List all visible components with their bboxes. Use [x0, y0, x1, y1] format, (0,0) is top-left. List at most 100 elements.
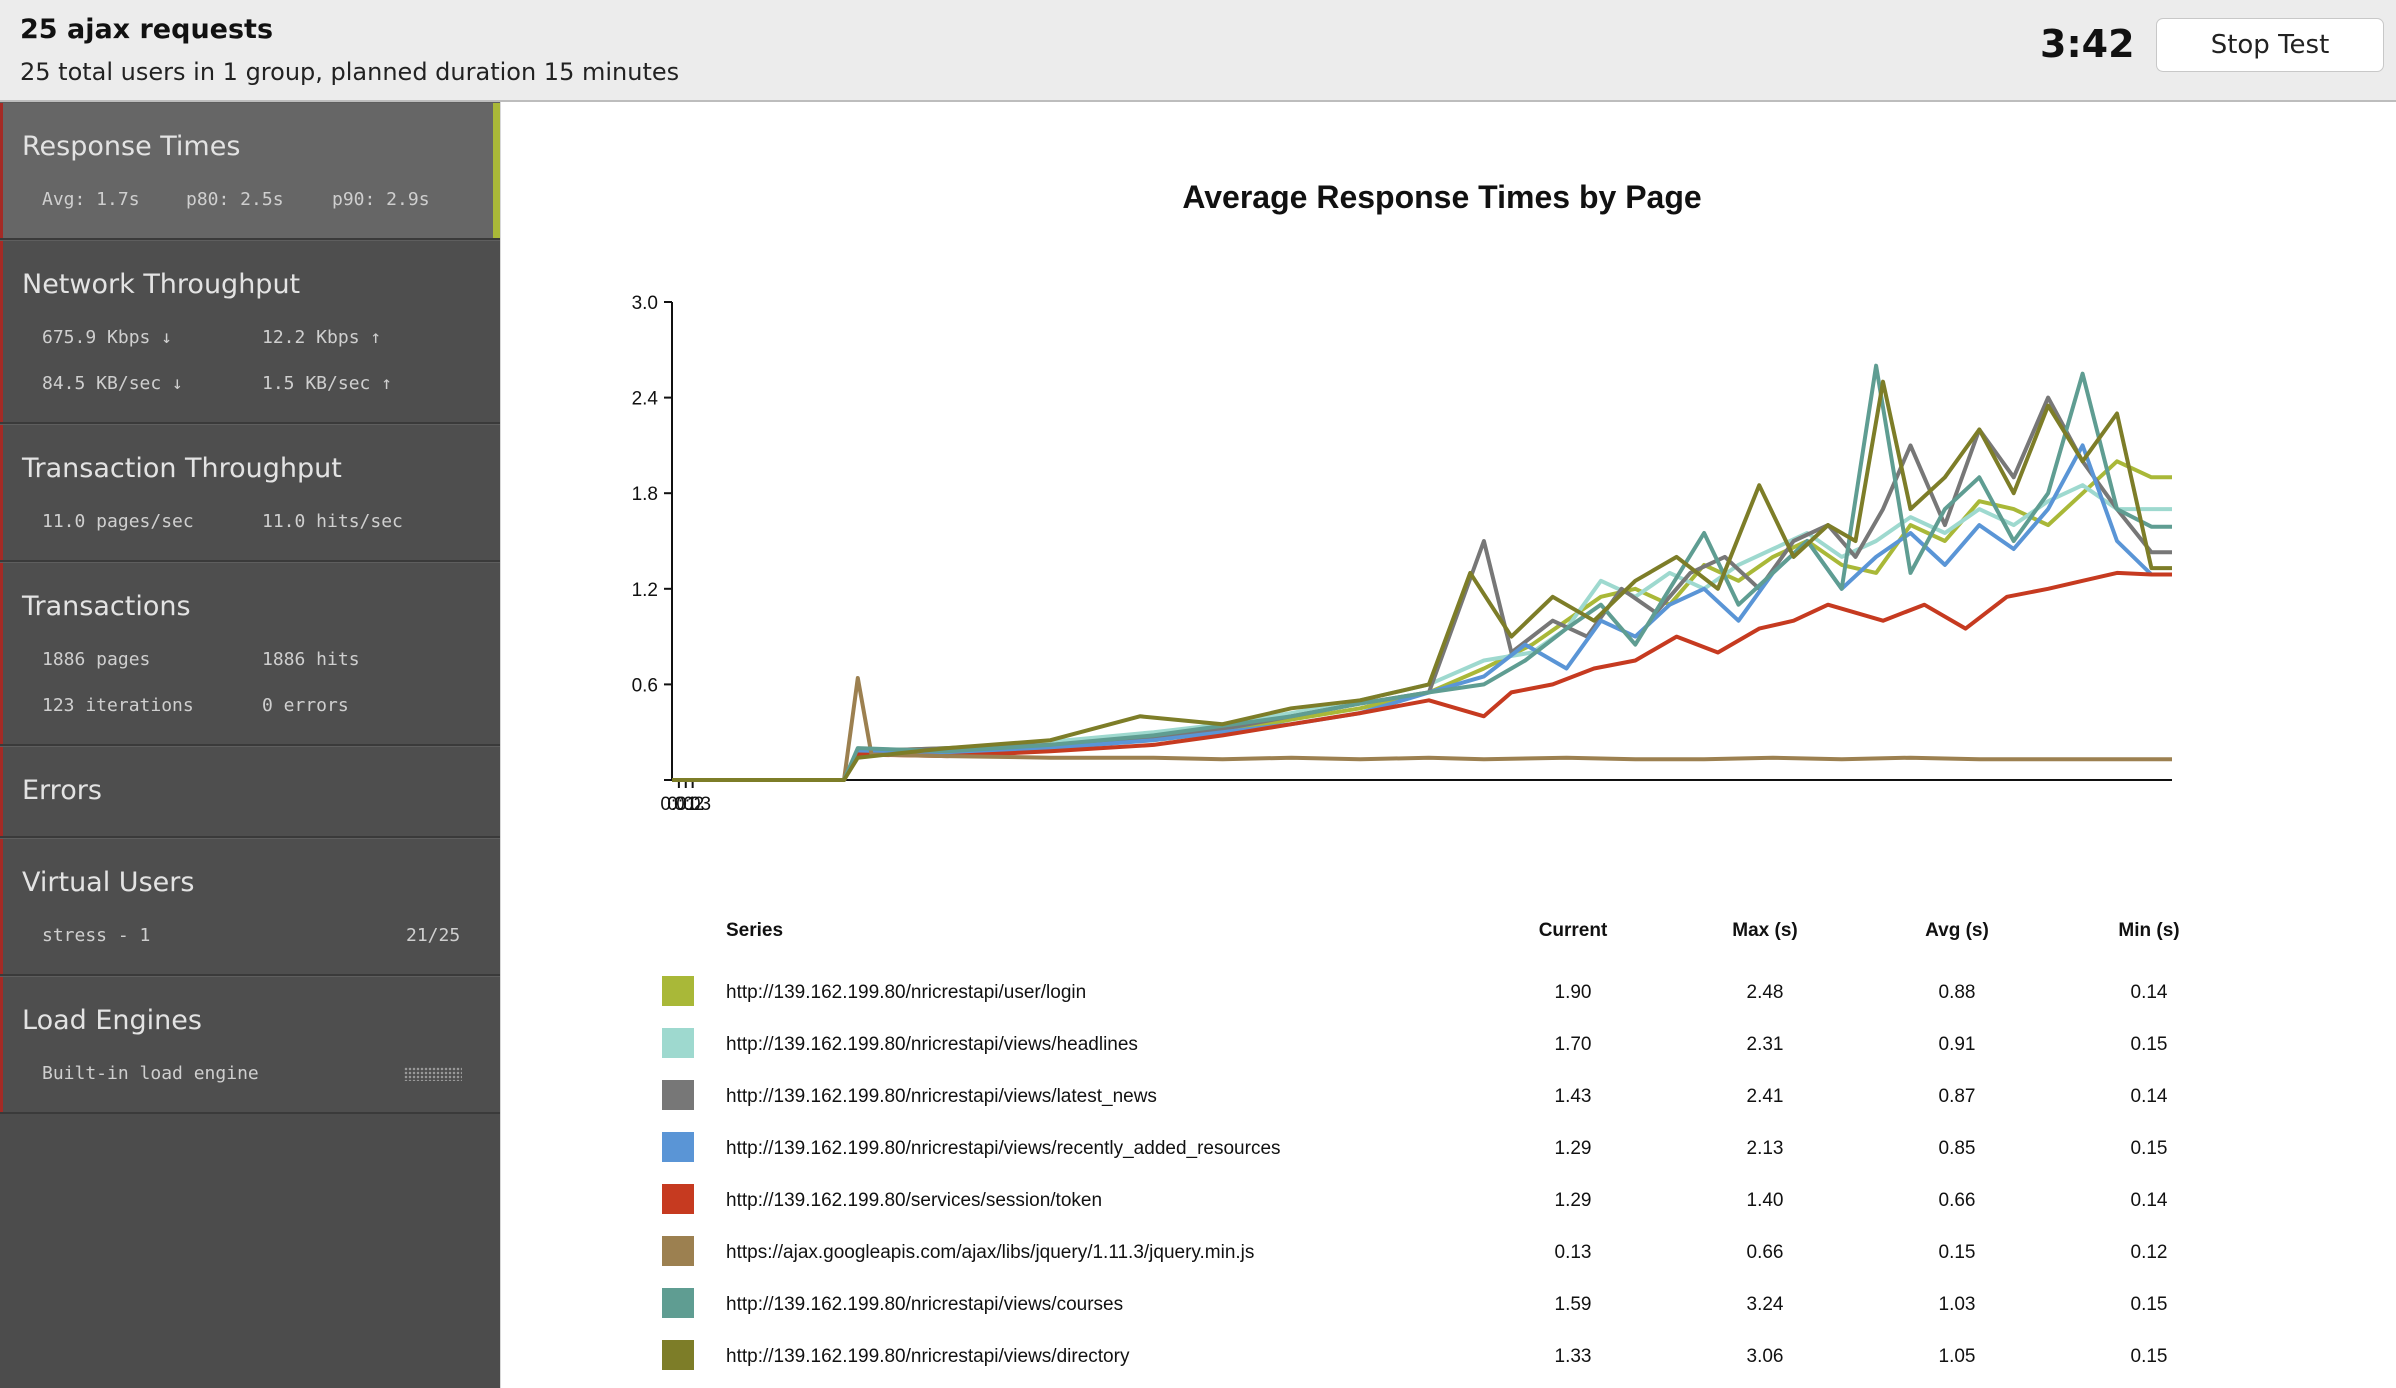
total-hits: 1886 hits — [262, 649, 360, 670]
series-max-value: 2.48 — [1746, 982, 1784, 1003]
series-avg-value: 0.15 — [1938, 1242, 1976, 1263]
stop-test-button[interactable]: Stop Test — [2156, 18, 2384, 72]
series-min-value: 0.14 — [2130, 982, 2168, 1003]
legend-row[interactable]: http://139.162.199.80/nricrestapi/views/… — [650, 1128, 2230, 1180]
series-current-value: 1.33 — [1554, 1346, 1592, 1367]
series-current-value: 0.13 — [1554, 1242, 1592, 1263]
avg-response-time: Avg: 1.7s — [42, 189, 140, 210]
y-tick-label: 2.4 — [632, 389, 659, 410]
section-title: Transactions — [22, 591, 191, 622]
series-line — [672, 395, 2172, 782]
p80-response-time: p80: 2.5s — [186, 189, 284, 210]
series-min-value: 0.15 — [2130, 1346, 2168, 1367]
y-tick-label: 0.6 — [632, 675, 658, 696]
series-color-swatch[interactable] — [662, 1236, 694, 1266]
series-max-value: 2.13 — [1746, 1138, 1784, 1159]
status-marker — [0, 425, 3, 560]
series-avg-value: 1.03 — [1938, 1294, 1976, 1315]
download-kb-per-sec: 84.5 KB/sec ↓ — [42, 373, 183, 394]
sidebar-section-transactions[interactable]: Transactions 1886 pages 1886 hits 123 it… — [0, 562, 502, 746]
sidebar-divider — [500, 102, 512, 1388]
engine-load-meter-icon — [404, 1067, 462, 1081]
x-tick-label: 0:03 — [674, 794, 711, 815]
section-title: Transaction Throughput — [22, 453, 342, 484]
series-max-value: 3.24 — [1746, 1294, 1784, 1315]
upload-kb-per-sec: 1.5 KB/sec ↑ — [262, 373, 393, 394]
section-title: Load Engines — [22, 1005, 202, 1036]
section-title: Errors — [22, 775, 102, 806]
legend-row[interactable]: http://139.162.199.80/nricrestapi/user/l… — [650, 972, 2230, 1024]
status-marker — [0, 241, 3, 422]
x-tick-label: 0:01 — [660, 794, 697, 815]
series-url: http://139.162.199.80/services/session/t… — [726, 1190, 1103, 1211]
series-line — [672, 363, 2172, 782]
series-max-value: 2.41 — [1746, 1086, 1784, 1107]
series-url: http://139.162.199.80/nricrestapi/views/… — [726, 1346, 1130, 1367]
test-subtitle: 25 total users in 1 group, planned durat… — [20, 58, 680, 86]
status-marker — [0, 563, 3, 744]
series-current-value: 1.70 — [1554, 1034, 1592, 1055]
legend-row[interactable]: http://139.162.199.80/nricrestapi/views/… — [650, 1076, 2230, 1128]
test-title: 25 ajax requests — [20, 14, 274, 45]
legend-row[interactable]: http://139.162.199.80/services/session/t… — [650, 1180, 2230, 1232]
load-engine-name: Built-in load engine — [42, 1063, 259, 1084]
series-line — [672, 676, 2172, 782]
series-url: http://139.162.199.80/nricrestapi/user/l… — [726, 982, 1087, 1003]
series-color-swatch[interactable] — [662, 1132, 694, 1162]
status-marker — [0, 747, 3, 836]
test-header: 25 ajax requests 25 total users in 1 gro… — [0, 0, 2396, 102]
series-color-swatch[interactable] — [662, 976, 694, 1006]
series-url: http://139.162.199.80/nricrestapi/views/… — [726, 1034, 1138, 1055]
sidebar-section-virtual-users[interactable]: Virtual Users stress - 1 21/25 — [0, 838, 502, 976]
series-color-swatch[interactable] — [662, 1288, 694, 1318]
section-title: Network Throughput — [22, 269, 301, 300]
series-current-value: 1.59 — [1554, 1294, 1592, 1315]
legend-row[interactable]: http://139.162.199.80/nricrestapi/views/… — [650, 1336, 2230, 1388]
sidebar-section-response-times[interactable]: Response Times Avg: 1.7s p80: 2.5s p90: … — [0, 102, 502, 240]
series-url: https://ajax.googleapis.com/ajax/libs/jq… — [726, 1242, 1255, 1263]
y-tick-label: 1.2 — [632, 580, 658, 601]
series-color-swatch[interactable] — [662, 1080, 694, 1110]
series-url: http://139.162.199.80/nricrestapi/views/… — [726, 1138, 1281, 1159]
series-min-value: 0.15 — [2130, 1138, 2168, 1159]
sidebar-section-transaction-throughput[interactable]: Transaction Throughput 11.0 pages/sec 11… — [0, 424, 502, 562]
status-marker — [0, 103, 3, 238]
series-avg-value: 0.85 — [1938, 1138, 1976, 1159]
active-user-count: 21/25 — [406, 925, 461, 946]
series-avg-value: 0.87 — [1938, 1086, 1976, 1107]
header-avg: Avg (s) — [1925, 920, 1989, 941]
status-marker — [0, 977, 3, 1112]
total-iterations: 123 iterations — [42, 695, 194, 716]
p90-response-time: p90: 2.9s — [332, 189, 430, 210]
series-max-value: 2.31 — [1746, 1034, 1784, 1055]
series-avg-value: 1.05 — [1938, 1346, 1976, 1367]
series-max-value: 1.40 — [1746, 1190, 1784, 1211]
legend-row[interactable]: https://ajax.googleapis.com/ajax/libs/jq… — [650, 1232, 2230, 1284]
hits-per-sec: 11.0 hits/sec — [262, 511, 403, 532]
series-line — [672, 483, 2172, 782]
series-color-swatch[interactable] — [662, 1028, 694, 1058]
series-color-swatch[interactable] — [662, 1184, 694, 1214]
legend-row[interactable]: http://139.162.199.80/nricrestapi/views/… — [650, 1284, 2230, 1336]
chart-title: Average Response Times by Page — [1182, 179, 1701, 215]
metrics-sidebar: Response Times Avg: 1.7s p80: 2.5s p90: … — [0, 102, 512, 1388]
series-current-value: 1.29 — [1554, 1138, 1592, 1159]
sidebar-section-load-engines[interactable]: Load Engines Built-in load engine — [0, 976, 502, 1114]
series-url: http://139.162.199.80/nricrestapi/views/… — [726, 1086, 1157, 1107]
x-tick-label: 0:02 — [667, 794, 704, 815]
header-current: Current — [1538, 920, 1608, 941]
series-current-value: 1.43 — [1554, 1086, 1592, 1107]
series-current-value: 1.29 — [1554, 1190, 1592, 1211]
series-line — [672, 443, 2172, 782]
legend-row[interactable]: http://139.162.199.80/nricrestapi/views/… — [650, 1024, 2230, 1076]
user-group-name: stress - 1 — [42, 925, 151, 946]
series-url: http://139.162.199.80/nricrestapi/views/… — [726, 1294, 1124, 1315]
sidebar-section-errors[interactable]: Errors — [0, 746, 502, 838]
series-max-value: 3.06 — [1746, 1346, 1784, 1367]
section-title: Response Times — [22, 131, 241, 162]
series-avg-value: 0.88 — [1938, 982, 1976, 1003]
upload-kbps: 12.2 Kbps ↑ — [262, 327, 382, 348]
response-times-chart: Average Response Times by Page 3.0 2.4 1.8 1… — [632, 179, 2172, 815]
sidebar-section-network-throughput[interactable]: Network Throughput 675.9 Kbps ↓ 12.2 Kbp… — [0, 240, 502, 424]
series-color-swatch[interactable] — [662, 1340, 694, 1370]
